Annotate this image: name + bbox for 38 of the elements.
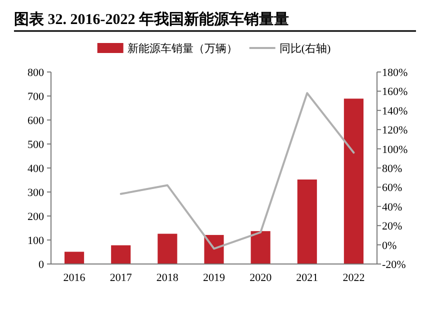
chart-title: 图表 32. 2016-2022 年我国新能源车销量量 [14, 10, 289, 28]
y2-tick-label: 120% [382, 124, 408, 137]
y-tick-label: 0 [38, 259, 44, 271]
x-tick-label: 2021 [296, 272, 318, 284]
y2-tick-label: 60% [382, 182, 402, 194]
y2-tick-label: 140% [382, 105, 408, 118]
y-tick-label: 300 [28, 187, 44, 199]
y2-tick-label: 100% [382, 144, 408, 156]
y-tick-label: 200 [28, 211, 44, 223]
y2-tick-label: -20% [382, 259, 406, 271]
y2-tick-label: 40% [382, 201, 402, 214]
x-tick-label: 2017 [110, 272, 132, 284]
x-tick-label: 2019 [203, 272, 226, 284]
bar [111, 245, 131, 264]
x-tick-label: 2018 [156, 272, 179, 284]
y-tick-label: 500 [28, 139, 44, 151]
bar [344, 98, 364, 264]
y2-tick-label: 20% [382, 220, 402, 233]
y-tick-label: 600 [28, 115, 44, 127]
bar [204, 234, 224, 264]
y-tick-label: 800 [28, 67, 44, 79]
y-tick-label: 700 [28, 91, 44, 103]
bar [297, 180, 317, 264]
bar [158, 234, 178, 264]
bar [64, 252, 84, 264]
line-series [120, 92, 355, 250]
x-tick-label: 2022 [342, 272, 365, 284]
x-tick-label: 2020 [250, 272, 272, 284]
y2-tick-label: 80% [382, 163, 402, 175]
y-tick-label: 100 [28, 235, 44, 247]
x-tick-label: 2016 [63, 272, 86, 284]
y2-tick-label: 0% [382, 240, 397, 252]
bar [250, 231, 270, 264]
y2-tick-label: 160% [382, 86, 408, 98]
y2-tick-label: 180% [382, 67, 408, 79]
y-tick-label: 400 [28, 163, 44, 175]
legend-label: 同比(右轴) [279, 42, 331, 55]
legend-label: 新能源车销量（万辆） [127, 42, 238, 55]
